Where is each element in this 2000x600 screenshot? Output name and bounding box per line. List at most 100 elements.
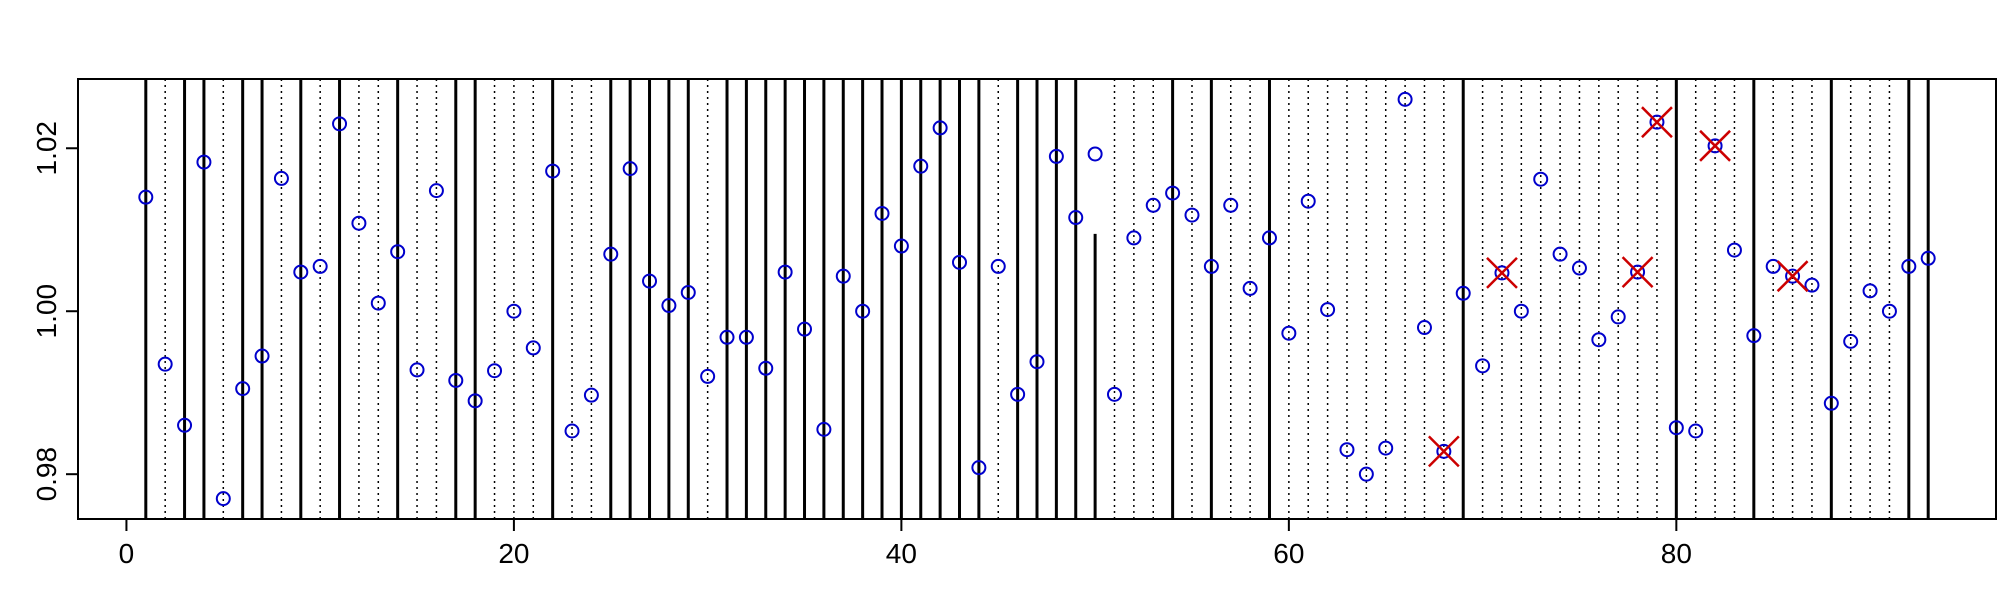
data-point [990,258,1006,274]
data-point [1610,309,1626,325]
data-point [215,491,231,507]
data-point [1920,250,1936,266]
data-point [1087,146,1103,162]
data-point [177,417,193,433]
data-point [1184,207,1200,223]
data-point [448,372,464,388]
plot-frame [77,78,1997,520]
y-axis: 0.98 1.00 1.02 [31,121,78,501]
data-point [138,189,154,205]
data-point [1397,91,1413,107]
data-point [1494,265,1510,281]
data-point [1688,423,1704,439]
data-point [777,264,793,280]
x-axis: 0 20 40 60 80 [119,519,1692,569]
data-point [797,321,813,337]
data-point [1901,258,1917,274]
flag-x-marker [1699,129,1731,162]
y-tick-label: 1.02 [31,121,62,176]
data-point [1533,171,1549,187]
data-point [157,356,173,372]
data-point [603,246,619,262]
data-point [351,215,367,231]
data-point [1475,358,1491,374]
flag-x-marker [1486,257,1518,289]
data-point [1881,303,1897,319]
data-point [1320,302,1336,318]
data-point [932,120,948,136]
data-point [312,258,328,274]
data-point [564,423,580,439]
data-point [235,381,251,397]
data-point [525,340,541,356]
data-point [273,170,289,186]
y-tick-label: 1.00 [31,284,62,339]
data-point [661,298,677,314]
data-point [874,205,890,221]
data-point [1785,268,1801,284]
data-point [390,244,406,260]
data-point [487,363,503,379]
data-point [1746,328,1762,344]
data-point [642,273,658,289]
data-point [1378,440,1394,456]
data-point [1668,420,1684,436]
x-tick-label: 0 [119,538,135,569]
data-point [1300,193,1316,209]
x-tick-label: 20 [498,538,529,569]
data-point [1261,230,1277,246]
data-point [1765,258,1781,274]
x-tick-label: 60 [1273,538,1304,569]
data-point [1339,442,1355,458]
data-point [971,460,987,476]
data-point [254,348,270,364]
data-point [1843,333,1859,349]
data-point [1165,185,1181,201]
data-point [1804,277,1820,293]
data-point [1862,283,1878,299]
data-point [506,303,522,319]
data-point [1455,285,1471,301]
data-point [738,329,754,345]
points-layer [138,91,1936,507]
data-point [1203,258,1219,274]
data-point [293,264,309,280]
x-tick-label: 80 [1661,538,1692,569]
data-point [1242,280,1258,296]
x-tick-label: 40 [886,538,917,569]
flag-x-marker [1427,435,1460,468]
data-point [1106,386,1122,402]
data-point [1223,197,1239,213]
flag-x-marker [1776,260,1809,293]
data-point [622,161,638,177]
data-point [816,421,832,437]
data-point [893,238,909,254]
data-point [1281,325,1297,341]
data-point [409,362,425,378]
vertical-lines-layer [144,79,1930,519]
data-point [1707,138,1723,154]
data-point [680,284,696,300]
data-point [196,154,212,170]
data-point [1029,354,1045,370]
flag-x-marker [1641,106,1673,139]
data-point [913,158,929,174]
y-tick-label: 0.98 [31,447,62,502]
data-point [545,163,561,179]
data-point [1630,264,1646,280]
data-point [1552,246,1568,262]
data-point [952,254,968,270]
data-point [1126,230,1142,246]
data-point [1068,210,1084,226]
data-point [332,116,348,132]
data-point [1358,466,1374,482]
data-point [835,268,851,284]
data-point [1513,303,1529,319]
data-point [467,393,483,409]
data-point [1823,395,1839,411]
data-point [758,360,774,376]
data-point [1010,386,1026,402]
data-point [719,329,735,345]
data-point [1726,242,1742,258]
